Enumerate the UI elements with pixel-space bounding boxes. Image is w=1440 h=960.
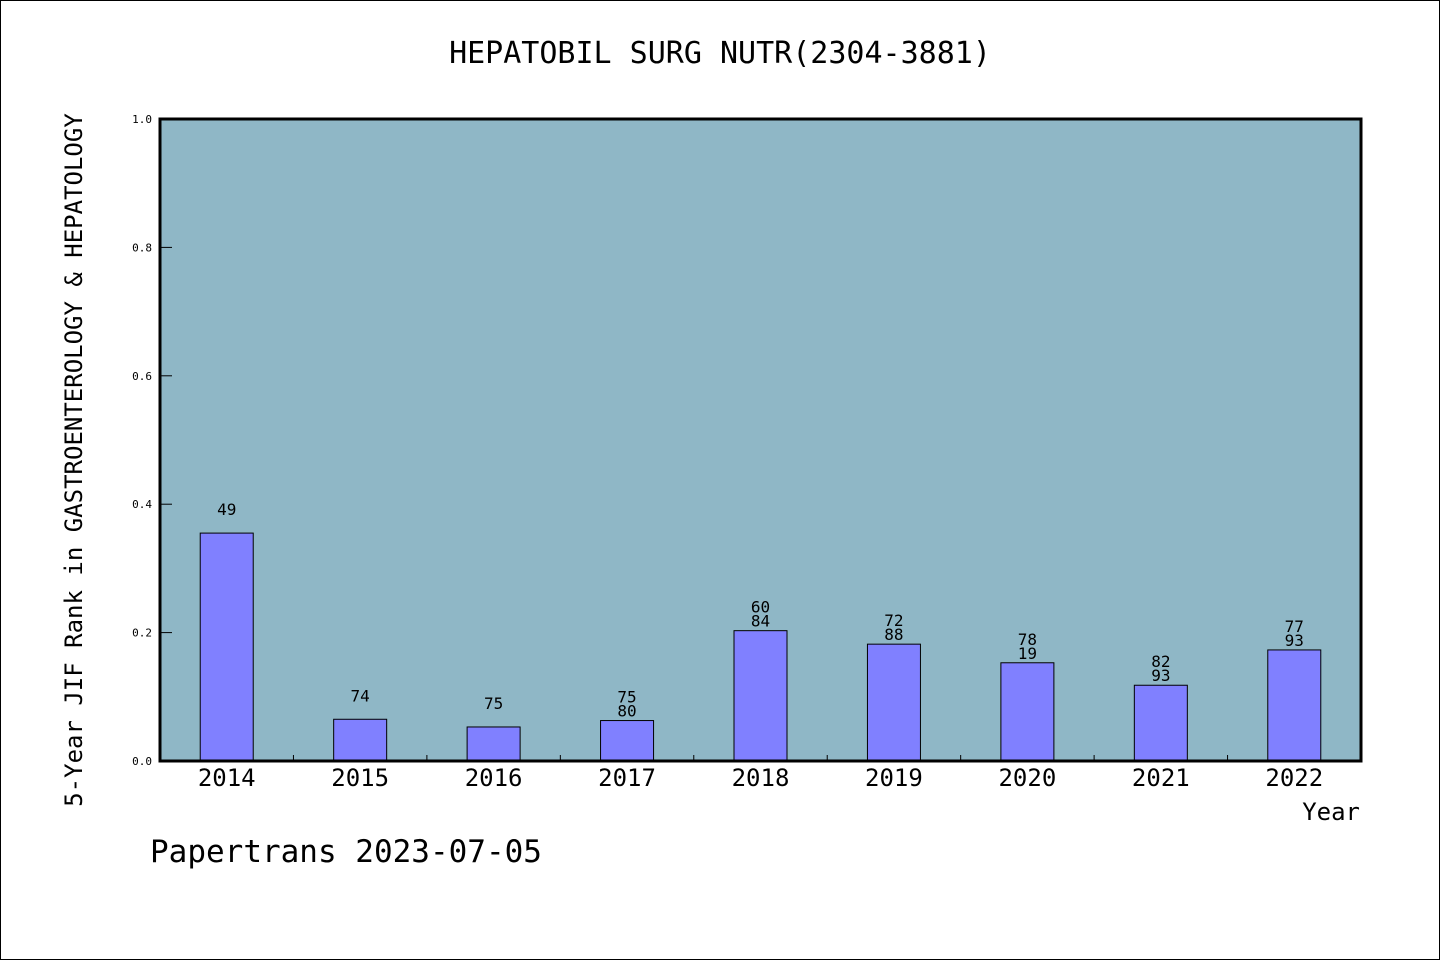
bar-label-2018-1: 84 [751, 612, 770, 631]
x-tick-label-2016: 2016 [465, 764, 523, 792]
y-tick-label-0.0: 0.0 [132, 755, 152, 768]
bar-label-2014-0: 49 [217, 500, 236, 519]
y-tick-label-0.8: 0.8 [132, 241, 152, 254]
chart-title: HEPATOBIL SURG NUTR(2304-3881) [449, 36, 991, 71]
bar-2022 [1267, 649, 1322, 762]
bar-2019 [866, 643, 921, 762]
y-tick-label-1.0: 1.0 [132, 113, 152, 126]
y-tick-label-0.4: 0.4 [132, 498, 152, 511]
bar-label-2020-0: 78 [1018, 630, 1037, 649]
bar-label-2015-0: 74 [351, 686, 370, 705]
y-ticks-group: 0.0 0.2 0.4 0.6 0.8 1.0 [132, 113, 172, 768]
y-tick-label-0.2: 0.2 [132, 627, 152, 640]
x-tick-label-2018: 2018 [732, 764, 790, 792]
footer-credit: Papertrans 2023-07-05 [150, 834, 542, 870]
bar-2018 [733, 630, 788, 762]
bar-label-2017-1: 80 [617, 702, 636, 721]
bar-label-2017-0: 75 [617, 688, 636, 707]
bar-label-2022-1: 93 [1285, 631, 1304, 650]
x-tick-label-2020: 2020 [998, 764, 1056, 792]
bar-2014 [199, 532, 254, 762]
bar-2016 [466, 726, 521, 762]
bar-2015 [333, 718, 388, 762]
x-tick-label-2021: 2021 [1132, 764, 1190, 792]
x-tick-label-2019: 2019 [865, 764, 923, 792]
x-tick-label-2014: 2014 [198, 764, 256, 792]
x-tick-label-2017: 2017 [598, 764, 656, 792]
bar-2020 [1000, 662, 1055, 762]
bar-label-2020-1: 19 [1018, 644, 1037, 663]
x-axis-label: Year [1302, 798, 1360, 826]
bar-label-2018-0: 60 [751, 598, 770, 617]
x-tick-label-2015: 2015 [331, 764, 389, 792]
bar-label-2022-0: 77 [1285, 617, 1304, 636]
y-tick-label-0.6: 0.6 [132, 370, 152, 383]
bars-group [199, 532, 1322, 762]
bar-2017 [600, 720, 655, 762]
bar-label-2021-1: 93 [1151, 666, 1170, 685]
x-tick-label-2022: 2022 [1265, 764, 1323, 792]
bar-2021 [1133, 684, 1188, 762]
bar-label-2019-1: 88 [884, 625, 903, 644]
bar-label-2016-0: 75 [484, 694, 503, 713]
bar-label-2019-0: 72 [884, 611, 903, 630]
bar-label-2021-0: 82 [1151, 652, 1170, 671]
x-ticks-group: 2014 2015 2016 2017 2018 2019 2020 2021 2022 [198, 755, 1323, 792]
plot-border [158, 117, 1363, 763]
